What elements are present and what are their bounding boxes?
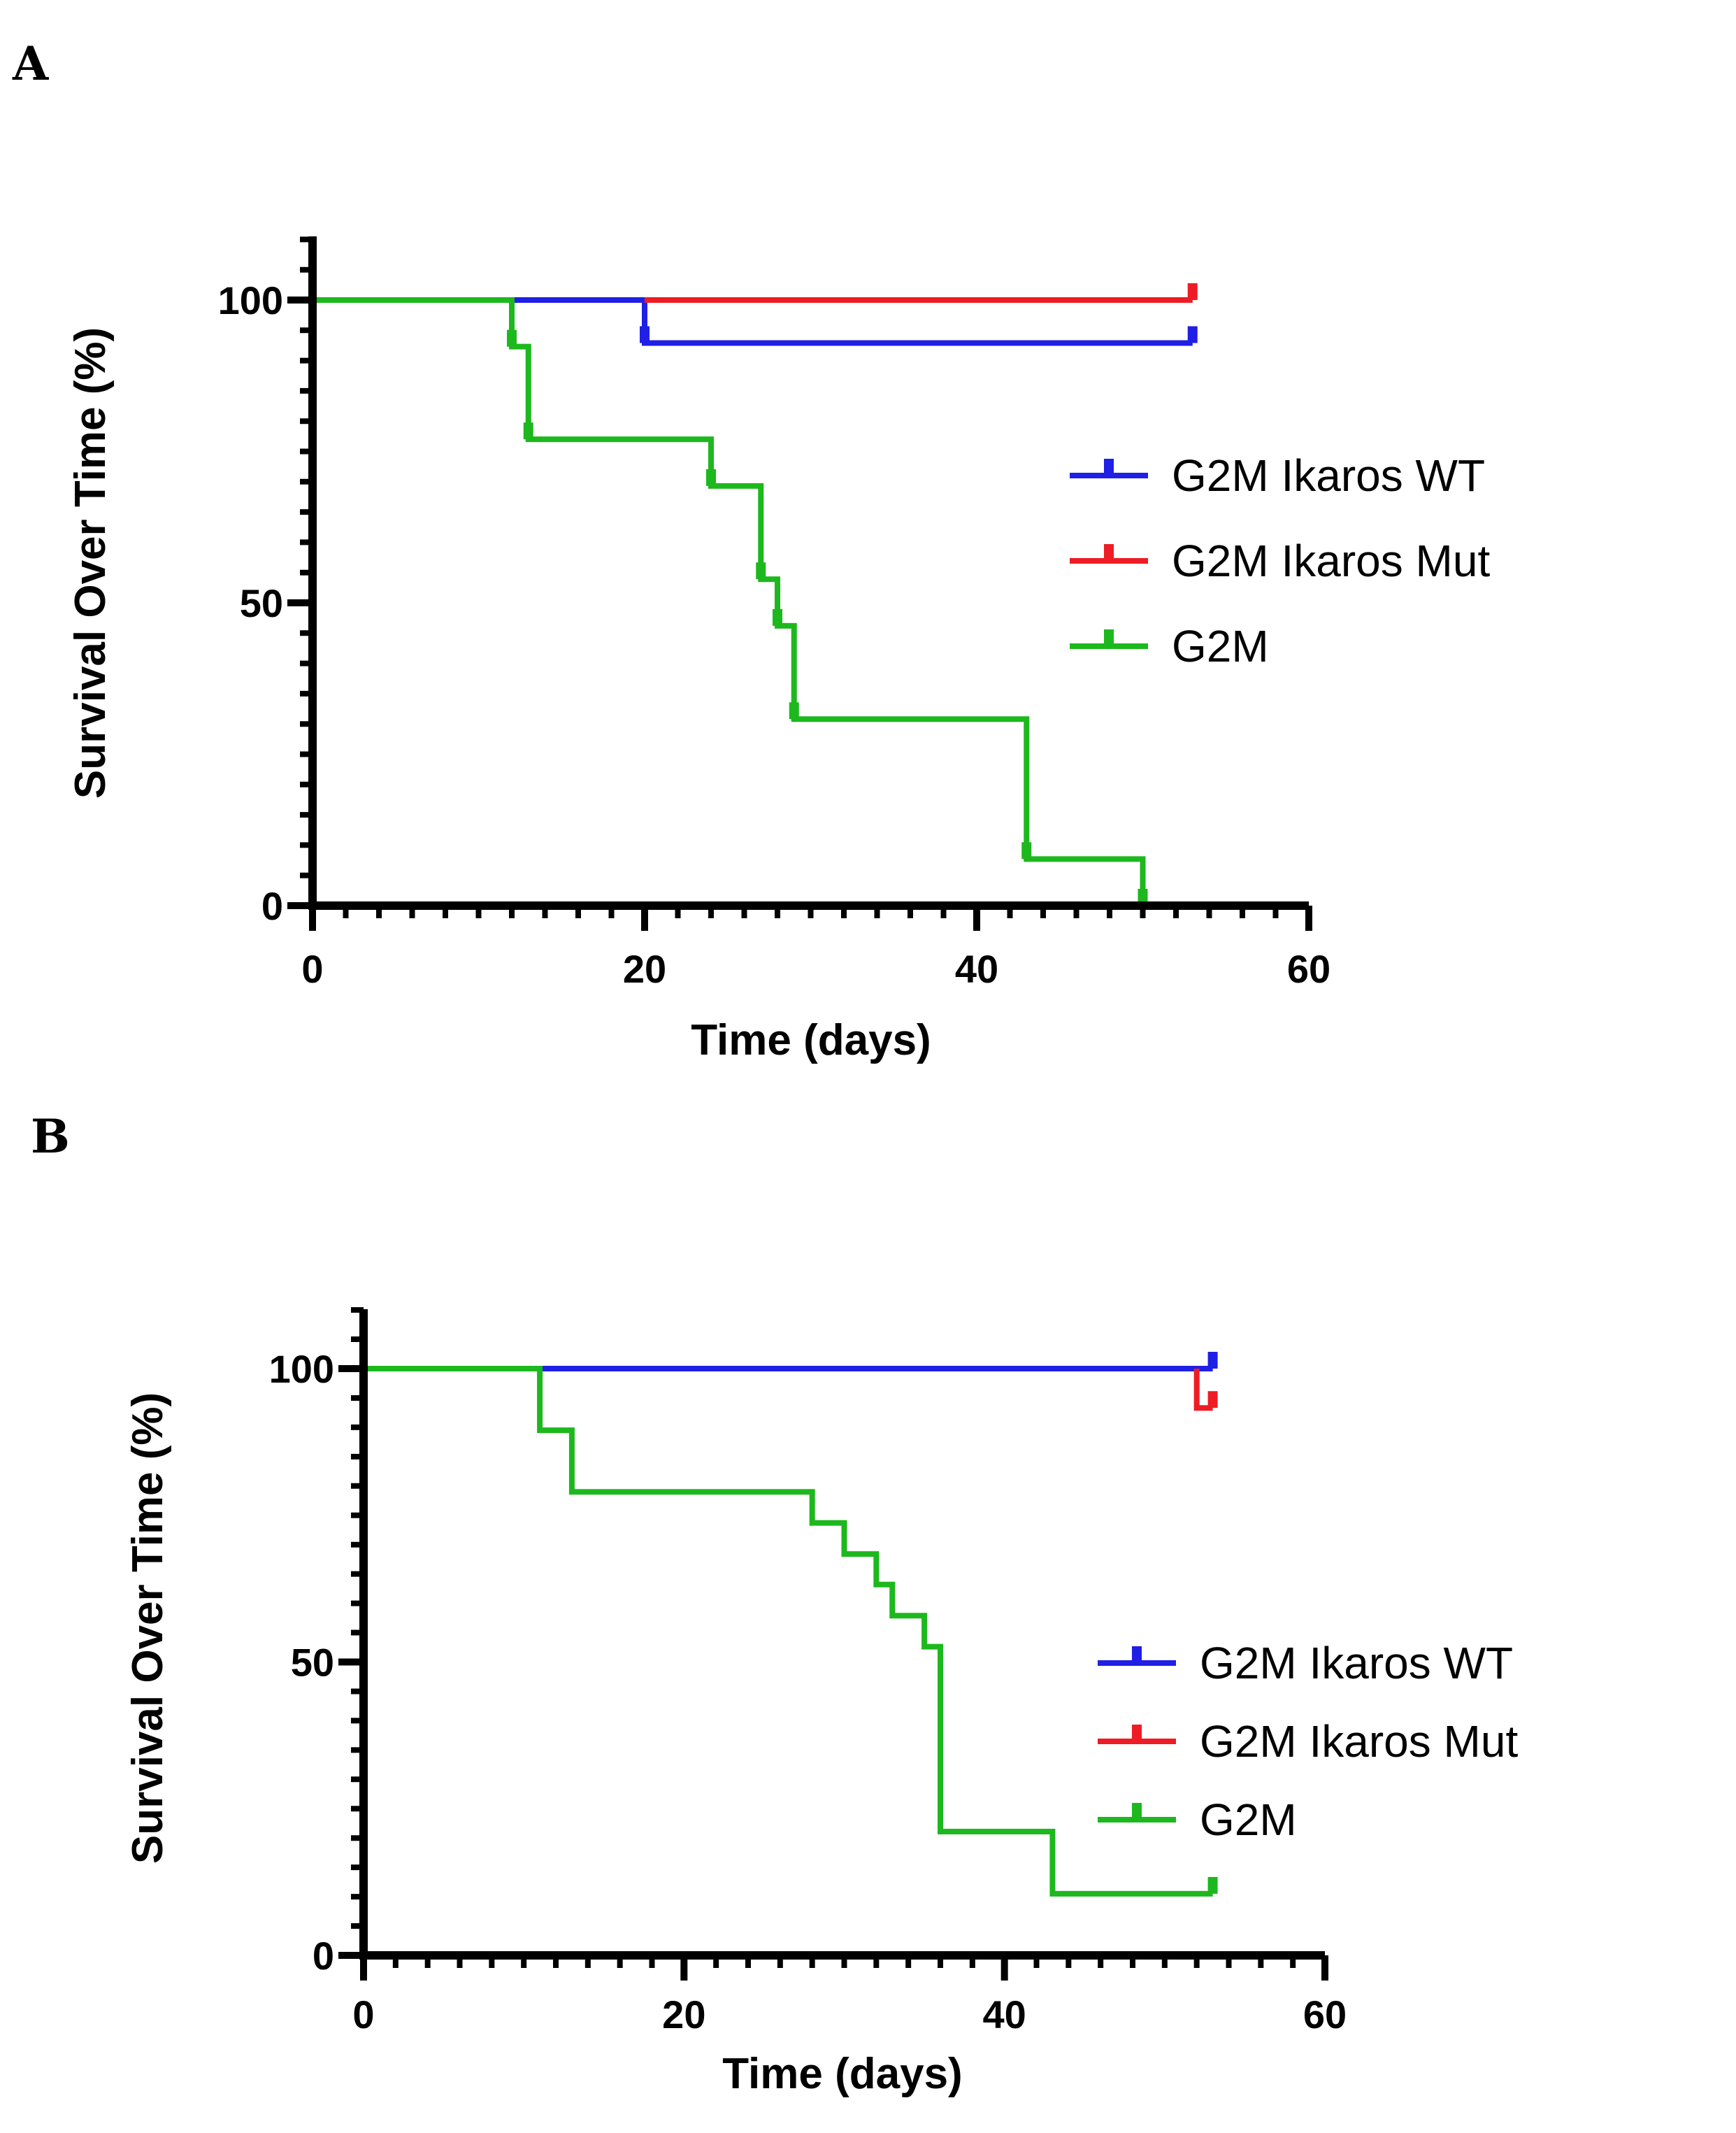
panel-a-legend-label-g2m-ikaros-wt: G2M Ikaros WT <box>1172 450 1485 501</box>
panel-b-x-tick-label: 60 <box>1303 1992 1347 2036</box>
panel-b-censor-mark-g2m-ikaros-wt <box>1207 1352 1218 1369</box>
panel-b-series-g2m-ikaros-mut <box>1193 1369 1213 1411</box>
panel-a-censor-mark-g2m <box>523 422 533 440</box>
panel-a-y-tick-label: 100 <box>218 278 283 322</box>
panel-b-legend-label-g2m-ikaros-mut: G2M Ikaros Mut <box>1200 1716 1518 1767</box>
panel-b-chart: 0 20 40 60 0 50 100 Time (days) Survival Over … <box>124 1307 1518 2098</box>
panel-a-y-tick-label: 0 <box>261 884 283 928</box>
panel-a-x-tick-label: 20 <box>623 947 666 991</box>
panel-a-censor-mark-g2m <box>706 469 716 486</box>
panel-a-censor-mark-g2m-ikaros-wt <box>1187 326 1198 343</box>
panel-b-legend-marker-g2m-ikaros-wt <box>1132 1646 1142 1663</box>
panel-a-series-g2m-ikaros-wt <box>313 297 1193 346</box>
panel-b-y-tick-label: 0 <box>313 1934 334 1978</box>
panel-a-series-g2m <box>313 297 1146 906</box>
panel-b-x-tick-label: 40 <box>983 1992 1026 2036</box>
panel-a-legend-label-g2m-ikaros-mut: G2M Ikaros Mut <box>1172 536 1490 586</box>
panel-a-censor-mark-g2m <box>507 329 517 347</box>
panel-b-legend-label-g2m: G2M <box>1200 1795 1297 1845</box>
panel-b-y-tick-label: 100 <box>269 1347 334 1391</box>
panel-a-censor-mark-g2m <box>1021 842 1032 859</box>
panel-a-legend-marker-g2m-ikaros-mut <box>1104 544 1114 561</box>
panel-b-legend-marker-g2m <box>1132 1803 1142 1820</box>
panel-a-legend-marker-g2m-ikaros-wt <box>1104 459 1114 476</box>
panel-a-y-tick-label: 50 <box>240 581 283 625</box>
panel-b-censor-mark-g2m <box>1207 1876 1218 1894</box>
panel-b-x-axis-title: Time (days) <box>722 2050 962 2098</box>
panel-letter-a: A <box>12 36 49 91</box>
panel-b-legend-marker-g2m-ikaros-mut <box>1132 1725 1142 1741</box>
panel-b-series-g2m <box>364 1366 1213 1897</box>
panel-b-x-tick-label: 20 <box>662 1992 705 2036</box>
panel-a-censor-mark-g2m-ikaros-mut <box>1187 283 1198 300</box>
panel-a-censor-mark-g2m <box>756 562 766 580</box>
panel-letter-b: B <box>31 1109 70 1164</box>
panel-a-x-tick-label: 60 <box>1287 947 1330 991</box>
panel-b-legend-label-g2m-ikaros-wt: G2M Ikaros WT <box>1200 1638 1513 1688</box>
panel-a-chart: 0 20 40 60 0 50 100 Time (days) Survival Over … <box>66 236 1490 1064</box>
panel-a-legend-label-g2m: G2M <box>1172 621 1269 671</box>
panel-b-y-tick-label: 50 <box>291 1641 334 1685</box>
panel-a-censor-mark-g2m <box>789 702 799 720</box>
panel-a-x-tick-label: 0 <box>301 947 323 991</box>
panel-b-x-tick-label: 0 <box>352 1992 374 2036</box>
panel-a-x-tick-label: 40 <box>955 947 998 991</box>
panel-b-y-axis-title: Survival Over Time (%) <box>124 1392 172 1864</box>
panel-b-censor-mark-g2m-ikaros-mut <box>1207 1391 1218 1408</box>
panel-a-censor-mark-g2m <box>773 608 782 626</box>
panel-a-x-axis-title: Time (days) <box>691 1016 931 1064</box>
panel-a-censor-mark-g2m-ikaros-wt <box>640 326 650 343</box>
panel-a-legend-marker-g2m <box>1104 629 1114 646</box>
panel-a-y-axis-title: Survival Over Time (%) <box>66 327 115 799</box>
